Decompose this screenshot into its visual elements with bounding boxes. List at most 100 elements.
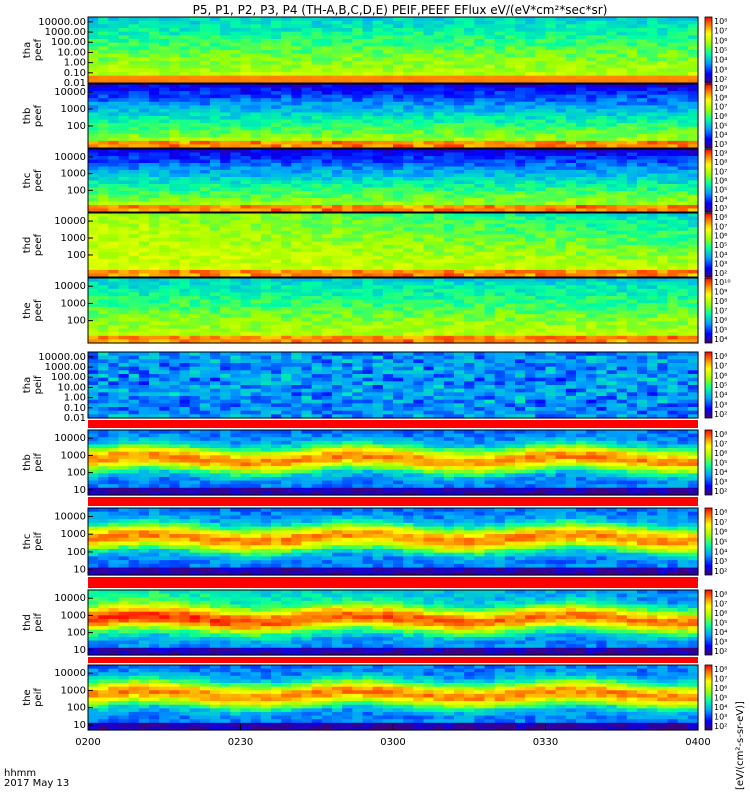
heatmap-cell (98, 75, 109, 80)
heatmap-cell (382, 198, 394, 203)
heatmap-cell (403, 266, 414, 271)
heatmap-cell (647, 61, 658, 66)
heatmap-cell (606, 144, 618, 149)
heatmap-cell (372, 112, 384, 117)
heatmap-cell (169, 101, 181, 106)
heatmap-cell (291, 241, 303, 246)
heatmap-cell (687, 35, 699, 40)
heatmap-cell (138, 35, 150, 40)
heatmap-cell (464, 159, 475, 164)
heatmap-cell (545, 156, 557, 161)
heatmap-cell (240, 292, 252, 297)
heatmap-cell (199, 79, 211, 84)
heatmap-cell (443, 137, 455, 142)
heatmap-cell (149, 321, 160, 326)
heatmap-cell (433, 84, 445, 89)
heatmap-cell (271, 24, 282, 29)
heatmap-cell (423, 262, 435, 267)
heatmap-cell (88, 194, 99, 199)
heatmap-cell (464, 68, 475, 73)
heatmap-cell (342, 191, 353, 196)
heatmap-cell (647, 126, 658, 131)
heatmap-cell (677, 180, 689, 185)
heatmap-cell (647, 227, 658, 232)
heatmap-cell (342, 101, 353, 106)
heatmap-cell (454, 208, 465, 213)
heatmap-cell (169, 259, 181, 264)
heatmap-cell (382, 262, 394, 267)
heatmap-cell (301, 223, 313, 228)
heatmap-cell (240, 105, 252, 110)
heatmap-cell (301, 42, 313, 47)
heatmap-cell (362, 123, 374, 128)
heatmap-cell (545, 223, 557, 228)
heatmap-cell (393, 296, 404, 301)
heatmap-cell (230, 187, 242, 192)
heatmap-cell (596, 94, 608, 99)
heatmap-cell (108, 314, 120, 319)
heatmap-cell (128, 198, 140, 203)
heatmap-cell (616, 42, 628, 47)
heatmap-cell (494, 227, 506, 232)
heatmap-cell (108, 230, 120, 235)
heatmap-cell (118, 177, 130, 182)
heatmap-cell (677, 68, 689, 73)
heatmap-cell (159, 108, 170, 114)
heatmap-cell (281, 163, 292, 168)
heatmap-cell (189, 191, 201, 196)
heatmap-cell (525, 230, 536, 235)
heatmap-cell (382, 46, 394, 51)
heatmap-cell (464, 94, 475, 99)
heatmap-cell (118, 35, 130, 40)
heatmap-cell (260, 28, 272, 33)
heatmap-cell (118, 310, 130, 315)
heatmap-cell (199, 119, 211, 124)
heatmap-cell (464, 98, 475, 103)
heatmap-cell (98, 177, 109, 182)
heatmap-cell (189, 198, 201, 203)
heatmap-cell (210, 213, 221, 218)
heatmap-cell (311, 166, 323, 171)
heatmap-cell (179, 194, 191, 199)
heatmap-cell (250, 87, 262, 92)
heatmap-cell (443, 187, 455, 192)
heatmap-cell (291, 306, 303, 312)
heatmap-cell (393, 156, 404, 161)
heatmap-cell (423, 17, 435, 22)
heatmap-cell (199, 68, 211, 73)
heatmap-cell (199, 31, 211, 36)
heatmap-cell (413, 194, 425, 199)
heatmap-cell (606, 198, 618, 203)
heatmap-cell (98, 292, 109, 297)
heatmap-cell (240, 220, 252, 225)
heatmap-cell (210, 259, 221, 264)
heatmap-cell (494, 105, 506, 110)
heatmap-cell (118, 94, 130, 99)
heatmap-cell (667, 213, 679, 218)
heatmap-cell (382, 166, 394, 171)
heatmap-cell (393, 241, 404, 246)
heatmap-cell (138, 328, 150, 333)
heatmap-cell (311, 137, 323, 142)
heatmap-cell (626, 105, 638, 110)
heatmap-cell (210, 75, 221, 80)
heatmap-cell (677, 213, 689, 218)
heatmap-cell (474, 230, 486, 235)
heatmap-cell (403, 39, 414, 44)
heatmap-cell (220, 230, 231, 235)
heatmap-cell (515, 108, 526, 114)
heatmap-cell (565, 105, 577, 110)
heatmap-cell (281, 17, 292, 22)
heatmap-cell (199, 159, 211, 164)
heatmap-cell (372, 123, 384, 128)
heatmap-cell (484, 20, 496, 25)
heatmap-cell (240, 108, 252, 114)
heatmap-cell (403, 94, 414, 99)
heatmap-cell (393, 24, 404, 29)
heatmap-cell (433, 255, 445, 260)
heatmap-cell (189, 310, 201, 315)
heatmap-cell (149, 87, 160, 92)
heatmap-cell (525, 144, 536, 149)
heatmap-cell (667, 130, 679, 135)
heatmap-cell (464, 227, 475, 232)
